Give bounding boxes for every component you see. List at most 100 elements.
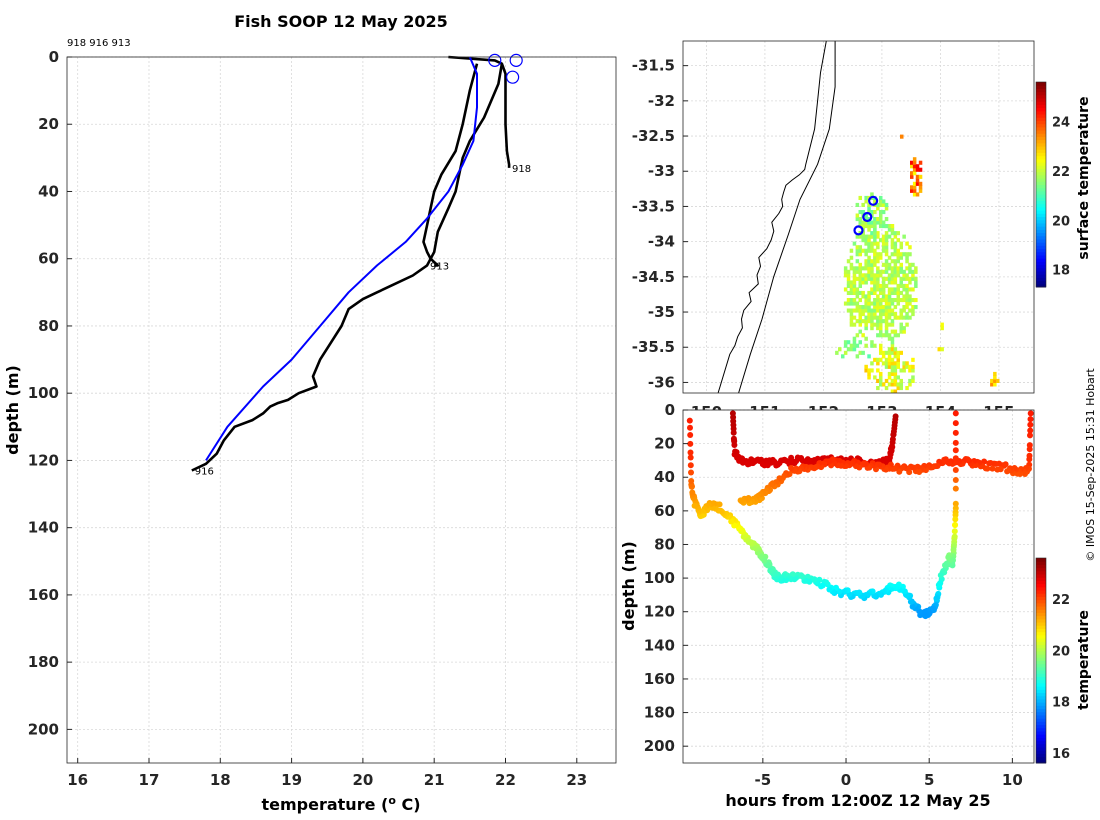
sst-cell: [890, 290, 895, 295]
sst-cell: [855, 301, 860, 306]
sst-cell: [896, 333, 900, 338]
sst-cell: [849, 298, 854, 303]
ts-point-916: [688, 469, 694, 476]
ts-colorbar-segment: [1036, 596, 1046, 601]
sst-cell: [873, 248, 877, 253]
map-colorbar-segment: [1036, 139, 1046, 144]
sst-cell: [887, 315, 892, 320]
sst-cell: [887, 305, 892, 310]
map-colorbar-segment: [1036, 133, 1046, 137]
sst-cell: [873, 217, 877, 222]
sst-cell: [858, 262, 862, 267]
sst-cell: [911, 375, 915, 380]
ts-colorbar-segment: [1036, 622, 1046, 626]
sst-cell: [887, 280, 892, 285]
sst-cell: [915, 174, 920, 179]
sst-cell: [912, 164, 917, 169]
ts-colorbar-segment: [1036, 756, 1046, 761]
sst-cell: [908, 287, 912, 292]
sst-cell: [896, 361, 900, 366]
sst-cell: [893, 266, 898, 271]
ts-colorbar-segment: [1036, 567, 1046, 572]
sst-cell: [870, 259, 874, 264]
sst-cell: [867, 368, 871, 373]
sst-cell: [890, 276, 895, 281]
ts-point-916: [935, 582, 942, 588]
sst-cell: [864, 220, 868, 225]
map-colorbar-segment: [1036, 85, 1046, 89]
sst-cell: [879, 350, 883, 355]
sst-cell: [873, 199, 877, 204]
sst-cell: [855, 259, 860, 264]
sst-cell: [881, 283, 886, 288]
sst-cell: [849, 343, 854, 348]
sst-cell: [879, 375, 883, 380]
sst-cell: [890, 357, 895, 362]
sst-cell: [870, 231, 874, 236]
sst-cell: [870, 234, 874, 239]
map-colorbar-segment: [1036, 235, 1046, 240]
sst-cell: [912, 188, 917, 193]
sst-cell: [861, 280, 865, 285]
sst-cell: [855, 308, 860, 313]
sst-cell: [905, 315, 909, 320]
map-colorbar-segment: [1036, 104, 1046, 109]
sst-cell: [858, 266, 862, 271]
sst-cell: [884, 312, 889, 317]
sst-cell: [890, 368, 895, 373]
profile-x-label: temperature (o C): [261, 794, 420, 814]
ts-point-916: [952, 516, 959, 523]
sst-cell: [912, 185, 917, 190]
sst-cell: [905, 386, 909, 391]
sst-cell: [873, 298, 877, 303]
sst-cell: [867, 308, 871, 313]
sst-cell: [893, 234, 898, 239]
sst-cell: [911, 276, 915, 281]
ts-colorbar-tick-label: 22: [1052, 593, 1070, 608]
sst-cell: [905, 294, 909, 299]
map-colorbar-segment: [1036, 94, 1046, 99]
sst-cell: [887, 287, 892, 292]
sst-cell: [890, 269, 895, 274]
sst-cell: [918, 174, 923, 179]
ts-point-916: [689, 489, 696, 496]
map-colorbar-segment: [1036, 187, 1046, 192]
sst-cell: [911, 364, 915, 369]
sst-cell: [861, 319, 865, 324]
ts-y-ticks: 0 20 40 60 80 100 120 140 160 180 200: [644, 401, 688, 755]
sst-cell: [896, 375, 900, 380]
sst-cell: [852, 298, 857, 303]
sst-cell: [879, 326, 883, 331]
ts-colorbar-segment: [1036, 634, 1046, 639]
map-sst-field: [835, 134, 1000, 393]
sst-cell: [899, 280, 903, 285]
sst-cell: [879, 195, 883, 200]
sst-cell: [870, 315, 874, 320]
ts-colorbar-segment: [1036, 705, 1046, 710]
map-colorbar-segment: [1036, 146, 1046, 150]
profile-x-ticks: 16 17 18 19 20 21 22 23: [67, 758, 587, 789]
sst-cell: [896, 231, 900, 236]
sst-cell: [908, 280, 912, 285]
map-colorbar-segment: [1036, 267, 1046, 272]
ts-colorbar-segment: [1036, 698, 1046, 703]
sst-cell: [864, 241, 868, 246]
map-colorbar-segment: [1036, 245, 1046, 250]
map-colorbar-segment: [1036, 226, 1046, 230]
sst-cell: [908, 378, 912, 383]
sst-cell: [884, 238, 889, 243]
ts-point-918: [889, 436, 896, 443]
ts-point-916: [950, 546, 957, 553]
sst-cell: [870, 361, 874, 366]
sst-cell: [890, 287, 895, 292]
sst-cell: [855, 252, 860, 257]
sst-cell: [876, 276, 880, 281]
sst-cell: [870, 241, 874, 246]
sst-cell: [902, 308, 906, 313]
sst-cell: [908, 252, 912, 257]
map-colorbar-segment: [1036, 142, 1046, 147]
sst-cell: [849, 266, 854, 271]
sst-cell: [867, 319, 871, 324]
sst-cell: [873, 280, 877, 285]
sst-cell: [912, 160, 917, 165]
